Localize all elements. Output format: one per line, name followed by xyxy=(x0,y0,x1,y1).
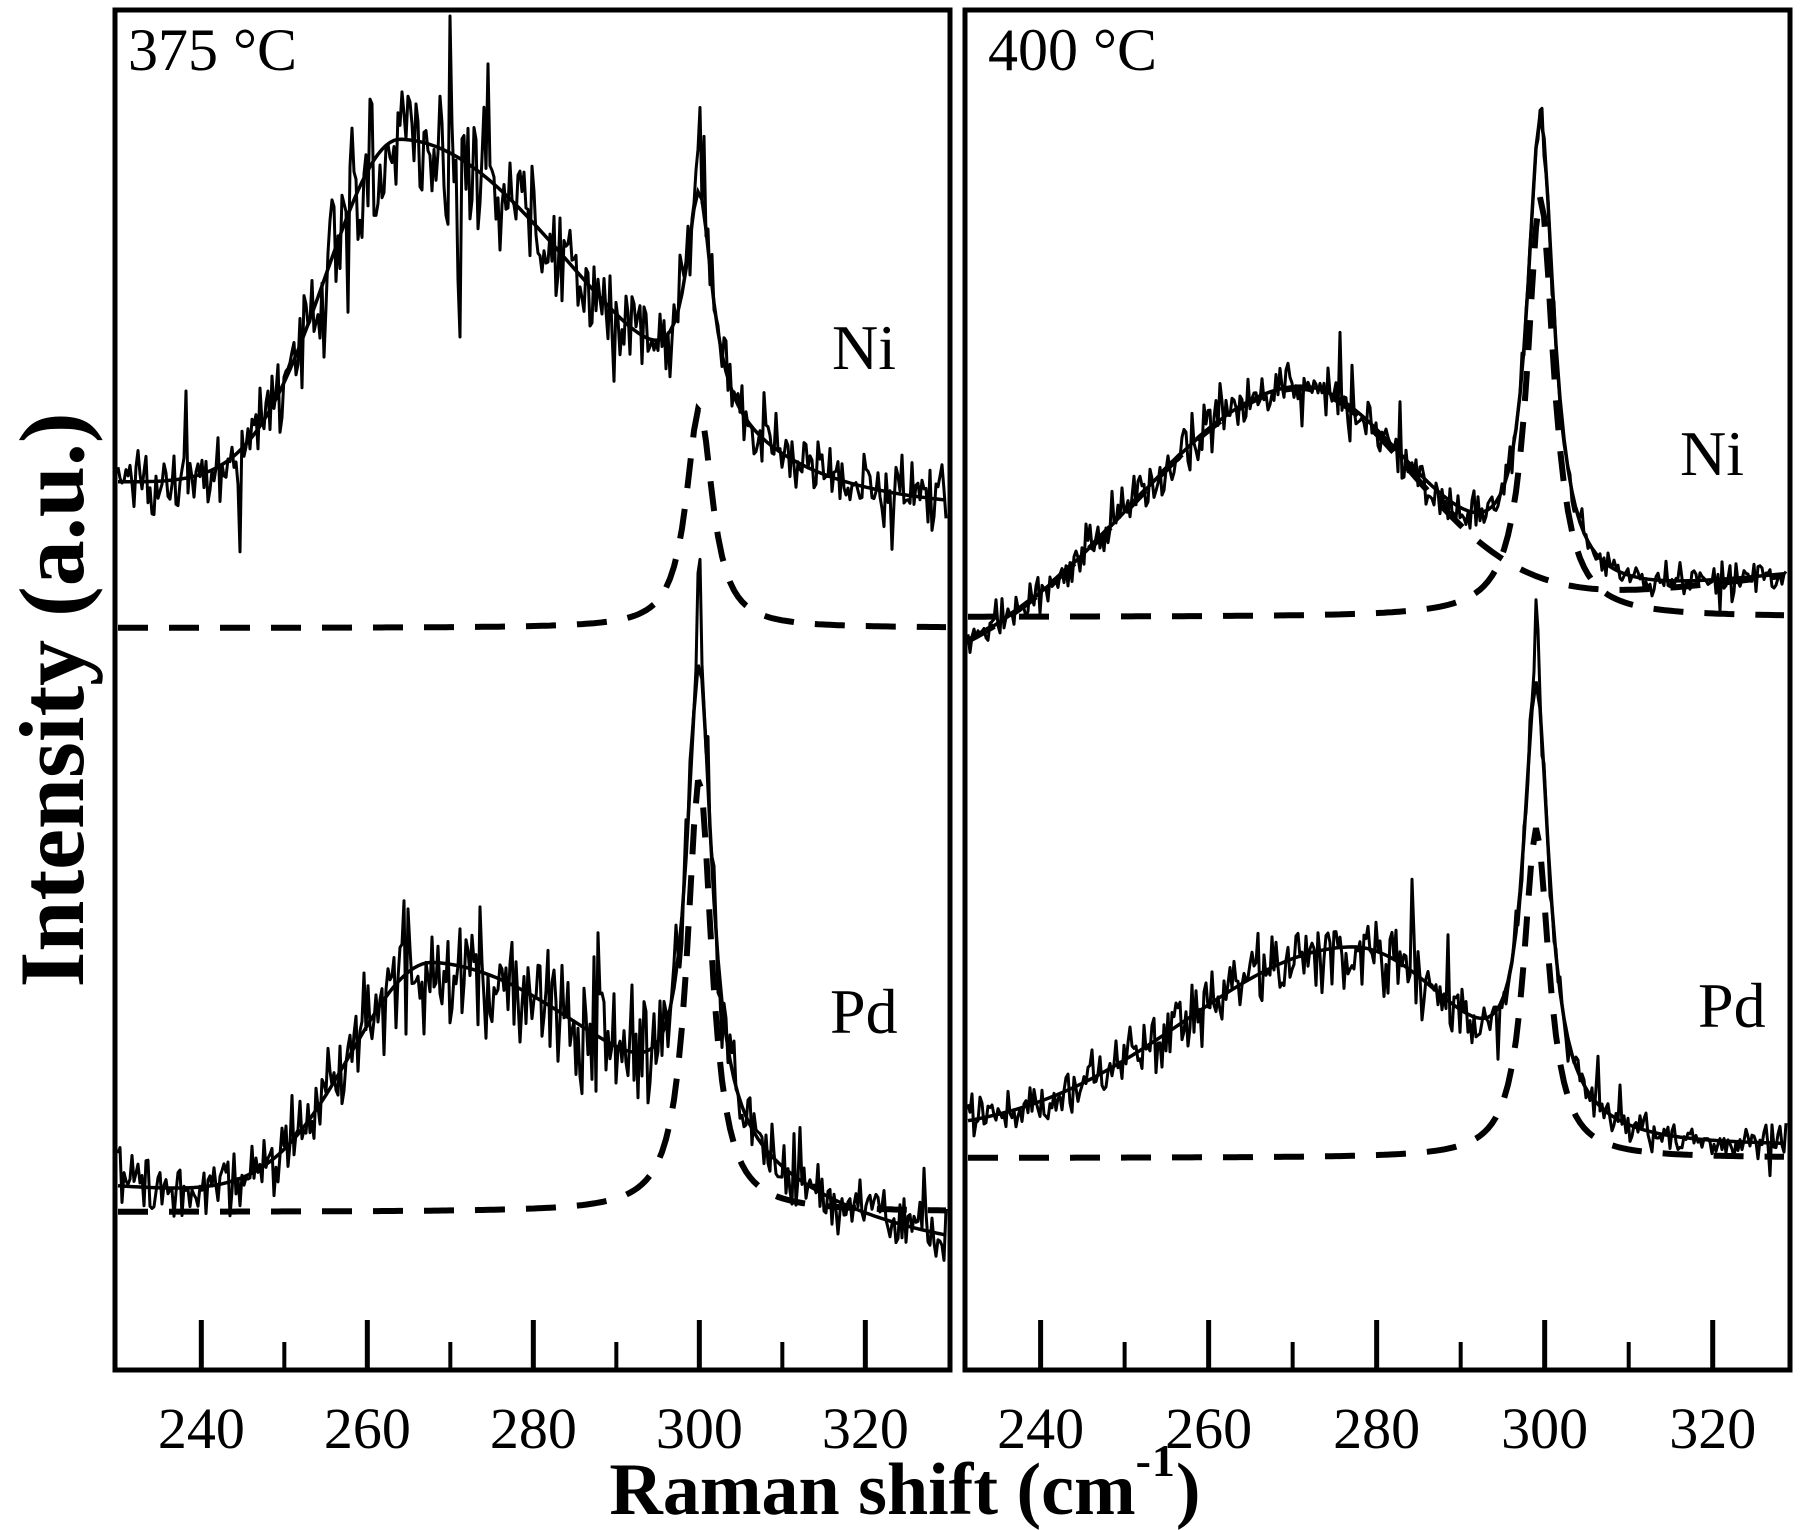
x-axis-title-exponent: -1 xyxy=(1135,1435,1176,1486)
spectrum-trace-pd-left xyxy=(116,557,948,1262)
dashed-lorentzian-component-pd xyxy=(118,779,946,1215)
x-tick-label: 280 xyxy=(1333,1396,1420,1461)
panel-frame xyxy=(112,7,953,1373)
x-tick-label: 260 xyxy=(1165,1396,1252,1461)
dashed-lorentzian-component-pd xyxy=(968,827,1785,1161)
total-fit-line-ni xyxy=(967,115,1785,642)
x-tick-label: 300 xyxy=(656,1396,743,1461)
x-tick-label: 320 xyxy=(1669,1396,1756,1461)
dashed-lorentzian-component-ni xyxy=(118,403,946,631)
total-fit-line-pd xyxy=(117,664,947,1237)
panel-frame xyxy=(962,7,1793,1373)
x-axis-title-text: Raman shift (cm xyxy=(609,1449,1136,1530)
y-axis-title: Intensity (a.u.) xyxy=(1,412,103,988)
spectrum-trace-pd-right xyxy=(966,598,1788,1178)
series-label-pd-right: Pd xyxy=(1698,970,1766,1041)
panel-left-temperature-label: 375 °C xyxy=(128,17,298,83)
spectrum-trace-ni-right xyxy=(966,106,1788,654)
dashed-lorentzian-component-ni xyxy=(968,196,1785,620)
spectrum-trace-ni-left xyxy=(116,14,948,554)
series-label-ni-left: Ni xyxy=(832,312,896,383)
total-fit-line-pd xyxy=(967,681,1785,1146)
x-tick-label: 280 xyxy=(490,1396,577,1461)
x-tick-label: 320 xyxy=(822,1396,909,1461)
total-fit-line-ni xyxy=(118,137,947,502)
x-tick-label: 300 xyxy=(1501,1396,1588,1461)
series-label-pd-left: Pd xyxy=(830,976,898,1047)
panel-right-temperature-label: 400 °C xyxy=(988,17,1158,83)
x-tick-label: 240 xyxy=(997,1396,1084,1461)
x-tick-label: 240 xyxy=(158,1396,245,1461)
x-axis-title-close: ) xyxy=(1175,1449,1201,1530)
series-label-ni-right: Ni xyxy=(1680,418,1744,489)
x-axis-title: Raman shift (cm-1) xyxy=(609,1435,1201,1530)
x-tick-label: 260 xyxy=(324,1396,411,1461)
